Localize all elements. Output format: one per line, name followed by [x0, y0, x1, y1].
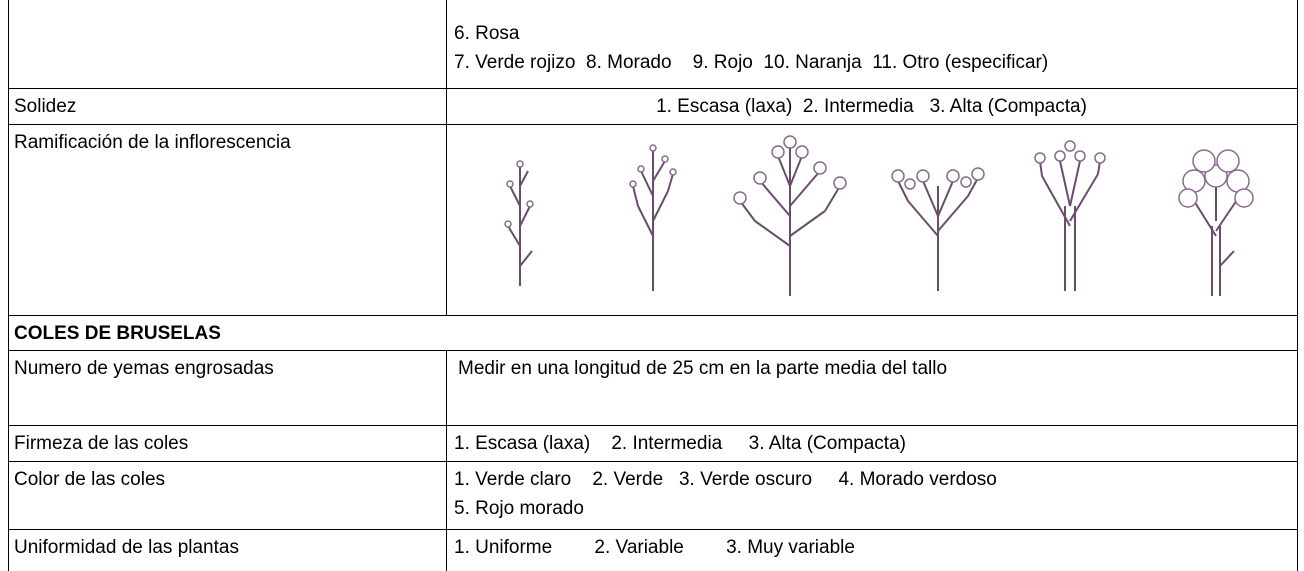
- row-border: [8, 88, 1297, 89]
- row-border: [8, 124, 1297, 125]
- row-border: [8, 350, 1297, 351]
- cell-text: 6. Rosa: [454, 23, 520, 44]
- row-border: [8, 461, 1297, 462]
- section-header: COLES DE BRUSELAS: [14, 323, 221, 344]
- row-label: Uniformidad de las plantas: [14, 537, 239, 558]
- row-label: Color de las coles: [14, 469, 166, 490]
- cell-text: 7. Verde rojizo 8. Morado 9. Rojo 10. Na…: [454, 52, 1049, 73]
- table-border: [8, 0, 9, 571]
- row-label: Numero de yemas engrosadas: [14, 358, 274, 379]
- row-border: [8, 315, 1297, 316]
- cell-text: 1. Escasa (laxa) 2. Intermedia 3. Alta (…: [454, 433, 906, 454]
- cell-text: 5. Rojo morado: [454, 498, 584, 519]
- column-border: [446, 350, 447, 571]
- cell-text: 1. Verde claro 2. Verde 3. Verde oscuro …: [454, 469, 997, 490]
- row-label: Ramificación de la inflorescencia: [14, 132, 291, 153]
- row-border: [8, 529, 1297, 530]
- row-border: [8, 425, 1297, 426]
- column-border: [446, 0, 447, 315]
- cell-text: Medir en una longitud de 25 cm en la par…: [458, 358, 948, 379]
- row-label: Solidez: [14, 96, 77, 117]
- cell-text: 1. Uniforme 2. Variable 3. Muy variable: [454, 537, 855, 558]
- inflorescence-drawings: [504, 135, 1254, 296]
- cell-text: 1. Escasa (laxa) 2. Intermedia 3. Alta (…: [656, 96, 1087, 117]
- table-border: [1297, 0, 1298, 571]
- row-label: Firmeza de las coles: [14, 433, 189, 454]
